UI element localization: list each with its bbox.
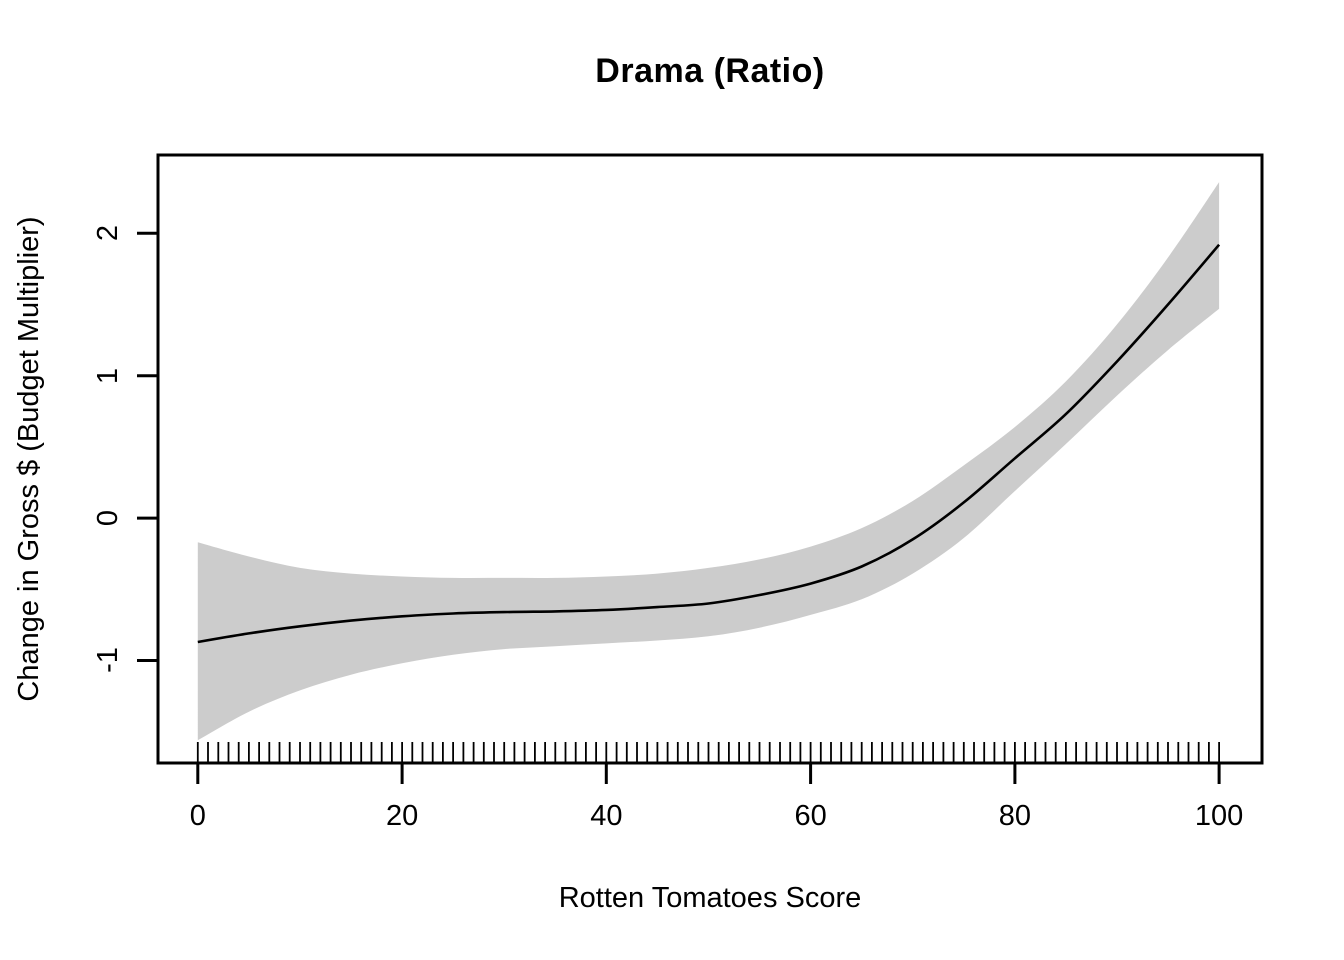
y-tick-label: -1: [92, 647, 124, 674]
y-tick-label: 2: [92, 225, 124, 242]
x-tick-label: 20: [385, 800, 419, 832]
x-tick-label: 100: [1194, 800, 1244, 832]
x-tick-label: 0: [189, 800, 206, 832]
chart-title: Drama (Ratio): [595, 52, 825, 90]
x-tick-label: 60: [794, 800, 827, 832]
plot-border: [156, 153, 1264, 765]
y-axis-label: Change in Gross $ (Budget Multiplier): [13, 216, 45, 702]
y-tick-label: 0: [92, 510, 124, 527]
x-axis-label: Rotten Tomatoes Score: [558, 882, 862, 914]
x-tick-label: 40: [590, 800, 623, 832]
x-tick-label: 80: [998, 800, 1031, 832]
y-tick-label: 1: [92, 367, 124, 384]
confidence-band: [197, 182, 1220, 741]
smooth-curve: [197, 243, 1221, 644]
